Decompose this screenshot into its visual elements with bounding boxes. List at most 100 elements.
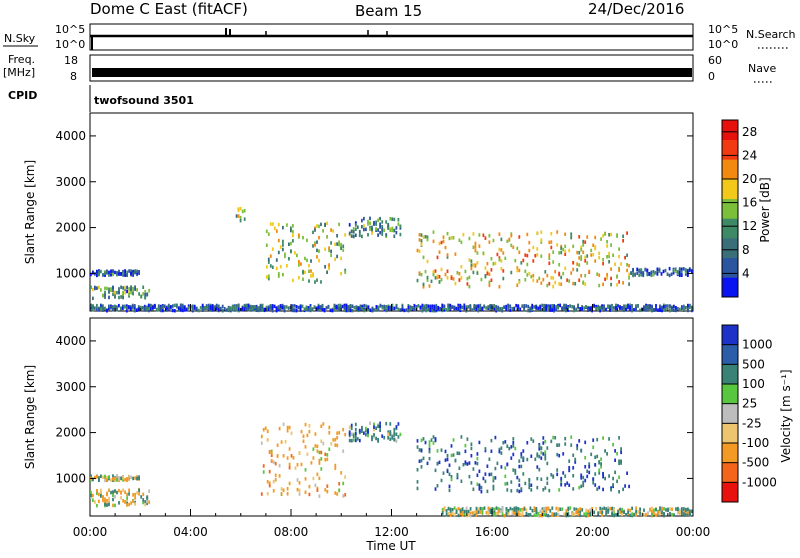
echo-cell: [286, 223, 288, 227]
echo-cell: [428, 447, 431, 452]
echo-cell: [270, 459, 273, 463]
echo-cell: [116, 290, 118, 295]
echo-cell: [112, 269, 114, 273]
echo-cell: [495, 506, 498, 510]
echo-cell: [314, 228, 316, 232]
echo-cell: [663, 308, 665, 312]
echo-cell: [181, 308, 184, 313]
echo-cell: [344, 475, 347, 479]
echo-cell: [328, 248, 330, 253]
echo-cell: [365, 426, 367, 431]
echo-cell: [457, 307, 460, 311]
echo-cell: [601, 305, 603, 310]
echo-cell: [126, 503, 128, 507]
echo-cell: [626, 263, 628, 267]
echo-cell: [442, 235, 445, 239]
echo-cell: [664, 268, 667, 273]
echo-cell: [537, 511, 540, 516]
velocity-colorbar-label: Velocity [m s⁻¹]: [779, 369, 793, 462]
echo-cell: [621, 512, 623, 517]
echo-cell: [565, 509, 568, 513]
echo-cell: [291, 308, 294, 313]
echo-cell: [473, 304, 476, 308]
echo-cell: [635, 307, 637, 311]
echo-cell: [354, 227, 357, 231]
echo-cell: [356, 437, 359, 441]
echo-cell: [261, 303, 264, 308]
echo-cell: [659, 304, 661, 308]
echo-cell: [628, 282, 630, 286]
echo-cell: [538, 467, 541, 472]
echo-cell: [546, 283, 549, 288]
echo-cell: [424, 440, 427, 445]
echo-cell: [290, 226, 292, 230]
echo-cell: [588, 462, 591, 466]
echo-cell: [181, 304, 184, 309]
echo-cell: [308, 492, 311, 497]
echo-cell: [270, 453, 273, 458]
echo-cell: [629, 513, 631, 518]
echo-cell: [484, 236, 487, 240]
echo-cell: [608, 254, 610, 259]
echo-cell: [124, 500, 126, 504]
echo-cell: [550, 439, 553, 444]
echo-cell: [320, 450, 323, 455]
echo-cell: [568, 279, 571, 283]
echo-cell: [570, 443, 573, 447]
y-tick-label: 4000: [55, 129, 86, 143]
echo-cell: [539, 513, 542, 518]
echo-cell: [461, 507, 464, 511]
echo-cell: [393, 234, 396, 238]
echo-cell: [463, 509, 466, 514]
echo-cell: [247, 306, 250, 310]
echo-cell: [260, 441, 263, 445]
echo-cell: [96, 489, 98, 493]
echo-cell: [363, 308, 366, 313]
echo-cell: [441, 508, 444, 512]
echo-cell: [237, 303, 240, 307]
echo-cell: [619, 306, 621, 310]
echo-cell: [590, 452, 593, 457]
echo-cell: [207, 303, 210, 308]
echo-cell: [387, 226, 390, 230]
echo-cell: [594, 245, 597, 249]
echo-cell: [546, 273, 549, 278]
echo-cell: [423, 307, 426, 311]
y-tick-label: 3000: [55, 175, 86, 189]
echo-cell: [324, 223, 326, 227]
echo-cell: [504, 256, 507, 261]
echo-cell: [448, 472, 451, 477]
echo-cell: [203, 305, 206, 310]
echo-cell: [542, 436, 545, 440]
echo-cell: [136, 269, 138, 273]
echo-cell: [309, 304, 312, 308]
echo-cell: [623, 308, 625, 313]
echo-cell: [610, 282, 612, 287]
echo-cell: [481, 511, 484, 515]
echo-cell: [492, 484, 495, 489]
echo-cell: [446, 469, 449, 474]
x-tick-label: 00:00: [676, 525, 711, 539]
echo-cell: [92, 307, 94, 312]
echo-cell: [467, 305, 470, 309]
echo-cell: [629, 307, 631, 312]
echo-cell: [630, 271, 632, 275]
echo-cell: [458, 238, 461, 242]
echo-cell: [606, 272, 608, 277]
echo-cell: [502, 441, 505, 445]
echo-cell: [580, 245, 583, 250]
echo-cell: [526, 253, 529, 258]
echo-cell: [118, 501, 120, 505]
echo-cell: [655, 304, 657, 308]
echo-cell: [354, 422, 357, 427]
echo-cell: [122, 478, 124, 482]
echo-cell: [529, 308, 532, 313]
echo-cell: [120, 307, 122, 311]
echo-cell: [691, 269, 693, 274]
echo-cell: [558, 282, 561, 286]
echo-cell: [510, 243, 513, 248]
echo-cell: [323, 308, 326, 312]
echo-cell: [379, 225, 381, 229]
echo-cell: [488, 283, 491, 288]
echo-cell: [674, 267, 677, 271]
